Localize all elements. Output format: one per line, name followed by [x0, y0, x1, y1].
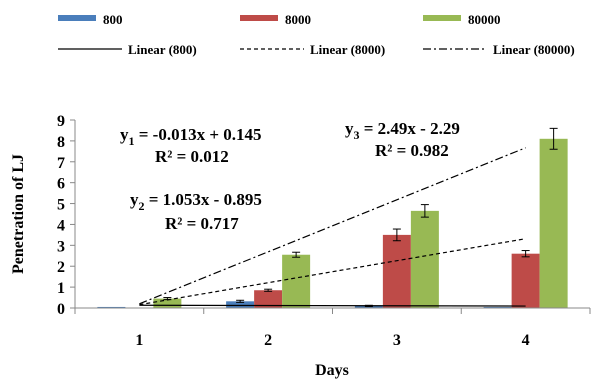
bar-80000-day-1: [153, 298, 182, 308]
legend-label-trend-2: Linear (8000): [310, 42, 385, 57]
legend-swatch-8000: [240, 15, 278, 21]
x-tick-label: 4: [522, 332, 530, 349]
legend: 800 8000 80000 Linear (800) Linear (8000) Lin…: [58, 12, 575, 57]
trendline-2: [139, 238, 526, 306]
legend-label-800: 800: [103, 12, 123, 27]
trendline-1: [139, 304, 526, 307]
legend-label-trend-3: Linear (80000): [493, 42, 575, 57]
y-axis-label: Penetration of LJ: [10, 154, 27, 274]
legend-swatch-80000: [423, 15, 461, 21]
y-tick-label: 5: [57, 197, 65, 214]
bar-800-day-4: [483, 306, 512, 308]
equation-1: y1 = -0.013x + 0.145: [120, 125, 262, 148]
r-squared-2: R² = 0.717: [165, 214, 239, 233]
legend-label-80000: 80000: [468, 12, 501, 27]
bar-8000-day-3: [382, 234, 411, 308]
y-tick-label: 0: [57, 301, 65, 318]
x-tick-label: 1: [135, 332, 143, 349]
bar-8000-day-2: [254, 290, 283, 308]
equation-3: y3 = 2.49x - 2.29: [345, 119, 460, 142]
legend-swatch-800: [58, 15, 96, 21]
x-tick-label: 3: [393, 332, 401, 349]
bar-80000-day-3: [410, 210, 439, 308]
bar-80000-day-2: [282, 254, 311, 308]
equation-2: y2 = 1.053x - 0.895: [130, 190, 262, 213]
bar-80000-day-4: [539, 138, 568, 308]
trendlines: [139, 147, 526, 307]
r-squared-3: R² = 0.982: [375, 141, 449, 160]
r-squared-1: R² = 0.012: [155, 147, 229, 166]
legend-label-8000: 8000: [285, 12, 311, 27]
bar-8000-day-4: [511, 253, 540, 308]
y-tick-label: 3: [57, 238, 65, 255]
y-tick-label: 1: [57, 280, 65, 297]
ticks: 0 1 2 3 4 5 6 7 8 9 1 2 3 4: [57, 113, 591, 349]
x-axis-label: Days: [315, 362, 349, 379]
bar-800-day-1: [97, 306, 126, 308]
y-tick-label: 8: [57, 134, 65, 151]
y-tick-label: 6: [57, 176, 65, 193]
plot-area: [97, 127, 568, 308]
y-tick-label: 2: [57, 259, 65, 276]
trendline-3: [139, 147, 526, 305]
bar-800-day-2: [226, 301, 255, 308]
x-tick-label: 2: [264, 332, 272, 349]
y-tick-label: 9: [57, 113, 65, 130]
legend-label-trend-1: Linear (800): [128, 42, 197, 57]
y-tick-label: 4: [57, 217, 65, 234]
y-tick-label: 7: [57, 155, 65, 172]
